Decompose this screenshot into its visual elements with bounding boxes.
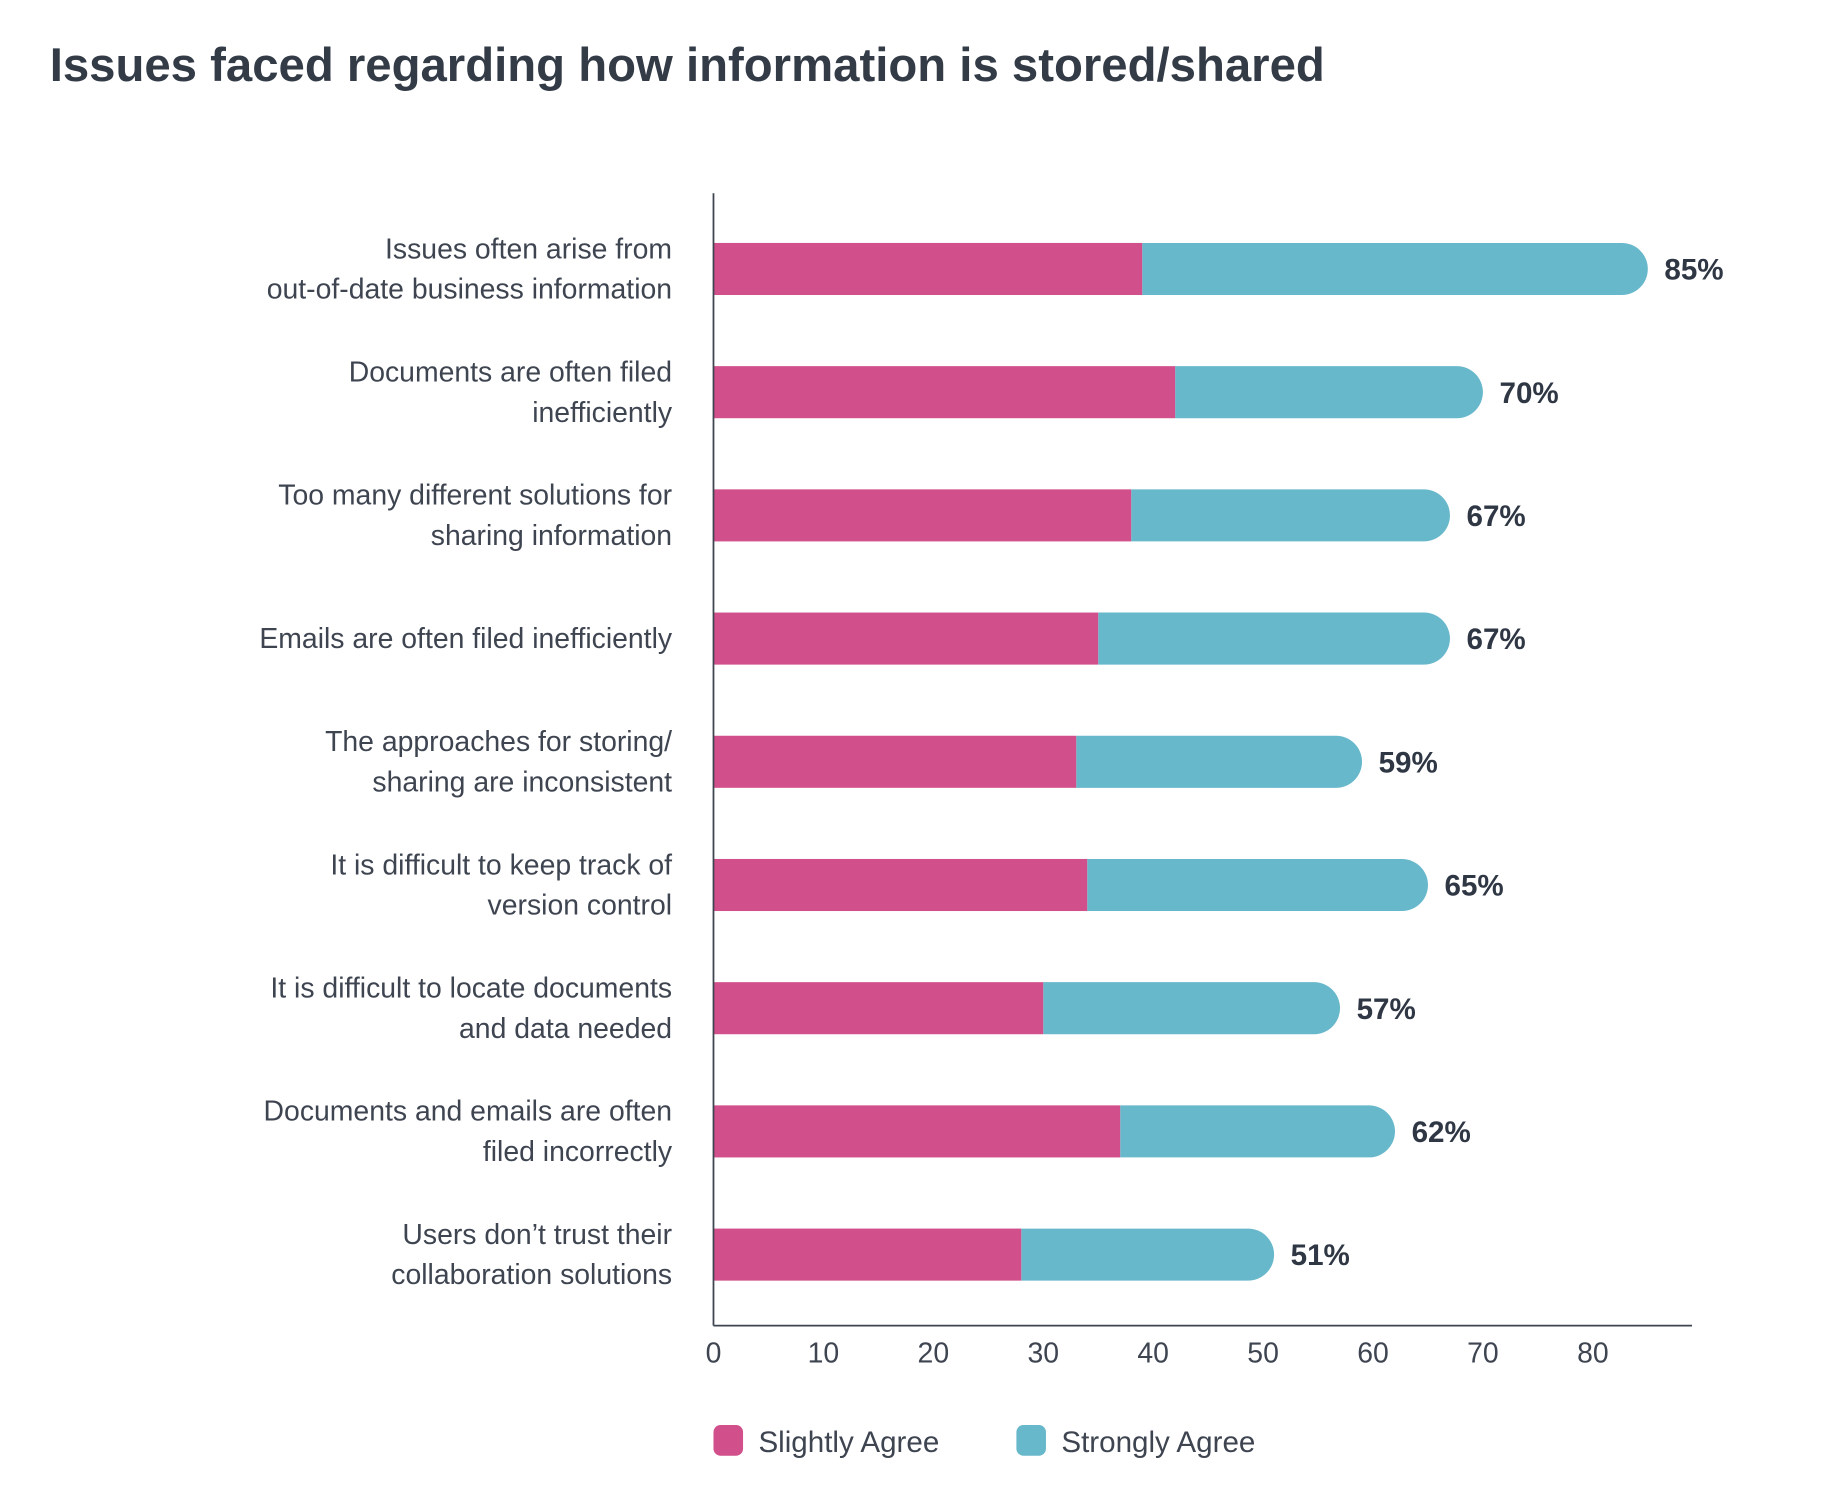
category-label-line: filed incorrectly — [483, 1136, 673, 1168]
bar-slightly-agree — [713, 858, 1088, 912]
category-label-line: Users don’t trust their — [402, 1219, 672, 1251]
total-value-label: 67% — [1467, 500, 1526, 533]
category-label: It is difficult to keep track of version … — [330, 849, 672, 921]
total-value-label: 85% — [1664, 254, 1723, 287]
x-tick-label: 80 — [1577, 1337, 1609, 1369]
x-tick-label: 70 — [1467, 1337, 1499, 1369]
bar-strongly-agree — [1076, 735, 1363, 788]
bar-slightly-agree — [713, 1105, 1121, 1158]
category-label-line: sharing are inconsistent — [372, 766, 672, 798]
category-label-line: Issues often arise from — [385, 233, 672, 265]
legend-label-slightly-agree: Slightly Agree — [758, 1426, 939, 1459]
bar-strongly-agree — [1142, 242, 1648, 296]
bar-strongly-agree — [1098, 612, 1450, 665]
bar-slightly-agree — [713, 489, 1132, 542]
category-label-line: Documents are often filed — [349, 357, 672, 389]
bar-slightly-agree — [713, 242, 1143, 296]
category-label-line: out-of-date business information — [267, 274, 672, 306]
x-tick-label: 0 — [706, 1337, 722, 1369]
category-label-line: Too many different solutions for — [278, 480, 672, 512]
bar-strongly-agree — [1120, 1105, 1395, 1158]
category-label: Emails are often filed inefficiently — [259, 623, 673, 655]
bar-slightly-agree — [713, 735, 1077, 788]
category-label: It is difficult to locate documents and d… — [270, 973, 672, 1045]
category-label-line: and data needed — [459, 1013, 672, 1045]
bar-slightly-agree — [713, 612, 1099, 665]
legend: Slightly Agree Strongly Agree — [713, 1424, 1255, 1459]
category-label-line: It is difficult to locate documents — [270, 973, 672, 1005]
category-label-line: Emails are often filed inefficiently — [259, 623, 673, 655]
category-label-line: inefficiently — [532, 397, 673, 429]
total-value-label: 70% — [1500, 377, 1559, 410]
category-label-line: version control — [488, 890, 673, 922]
x-tick-label: 20 — [918, 1337, 950, 1369]
x-tick-label: 30 — [1027, 1337, 1059, 1369]
x-tick-label: 40 — [1137, 1337, 1169, 1369]
bar-slightly-agree — [713, 366, 1176, 419]
x-axis-ticks: 0 10 20 30 40 50 60 70 80 — [706, 1337, 1609, 1369]
x-tick-label: 10 — [808, 1337, 840, 1369]
category-label: Documents are often filed inefficiently — [349, 357, 673, 429]
bar-slightly-agree — [713, 1228, 1022, 1281]
category-label: Too many different solutions for sharing … — [278, 480, 672, 552]
bar-strongly-agree — [1043, 982, 1341, 1035]
total-value-label: 67% — [1467, 623, 1526, 656]
category-label-line: sharing information — [431, 520, 672, 552]
legend-swatch-slightly-agree — [713, 1424, 744, 1456]
bar-strongly-agree — [1175, 366, 1483, 419]
bars-group: Issues often arise from out-of-date busin… — [259, 233, 1723, 1291]
legend-swatch-strongly-agree — [1016, 1424, 1046, 1456]
chart-title: Issues faced regarding how information i… — [50, 39, 1325, 92]
x-tick-label: 60 — [1357, 1337, 1389, 1369]
total-value-label: 62% — [1412, 1116, 1471, 1149]
total-value-label: 65% — [1445, 870, 1504, 903]
category-label: Users don’t trust their collaboration sol… — [391, 1219, 672, 1291]
category-label-line: collaboration solutions — [391, 1259, 672, 1291]
bar-strongly-agree — [1131, 489, 1450, 542]
category-label: Documents and emails are often filed inco… — [264, 1096, 673, 1168]
bar-slightly-agree — [713, 982, 1044, 1035]
total-value-label: 57% — [1357, 993, 1416, 1026]
total-value-label: 59% — [1379, 746, 1438, 779]
category-label: The approaches for storing/sharing are i… — [325, 726, 672, 798]
bar-strongly-agree — [1087, 858, 1428, 912]
category-label-line: Documents and emails are often — [264, 1096, 673, 1128]
x-tick-label: 50 — [1247, 1337, 1279, 1369]
category-label-line: It is difficult to keep track of — [330, 849, 672, 881]
category-label-line: The approaches for storing/ — [325, 726, 672, 758]
category-label: Issues often arise from out-of-date busin… — [267, 233, 672, 305]
legend-label-strongly-agree: Strongly Agree — [1061, 1426, 1255, 1459]
bar-strongly-agree — [1021, 1228, 1275, 1281]
total-value-label: 51% — [1291, 1239, 1350, 1272]
